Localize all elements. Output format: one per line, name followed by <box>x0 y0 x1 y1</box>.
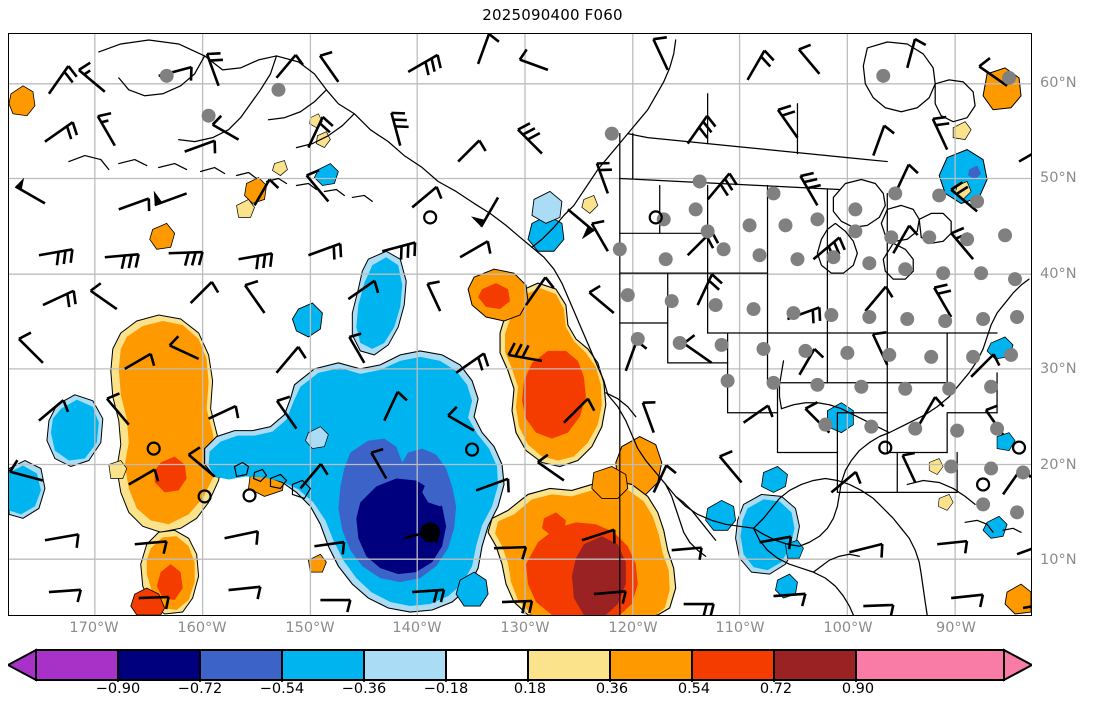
map-canvas <box>9 34 1031 615</box>
colorbar-tick-label: 0.36 <box>595 681 629 697</box>
colorbar-ticks <box>117 680 857 682</box>
lon-tick-label: 140°W <box>392 620 442 636</box>
station-marker-layer <box>159 68 1031 520</box>
lon-tick-label: 130°W <box>500 620 550 636</box>
lat-tick-label: 40°N <box>1040 266 1077 282</box>
lat-tick-label: 20°N <box>1040 457 1077 473</box>
page-title: 2025090400 F060 <box>482 6 623 24</box>
contour-central-pacific-negative <box>204 350 505 613</box>
colorbar-tick-label: 0.72 <box>759 681 793 697</box>
wind-barb-layer <box>9 34 1031 615</box>
contour-fill-layer <box>9 67 1031 615</box>
colorbar-tick-label: 0.18 <box>513 681 547 697</box>
contour-west-coast-positive <box>467 268 663 495</box>
lat-tick-label: 60°N <box>1040 75 1077 91</box>
colorbar-tick-label: −0.72 <box>177 681 223 697</box>
colorbar-segments <box>8 648 1032 682</box>
lon-tick-label: 160°W <box>177 620 227 636</box>
lat-tick-label: 50°N <box>1040 170 1077 186</box>
gridlines <box>9 34 1031 615</box>
lon-tick-label: 100°W <box>823 620 873 636</box>
colorbar-tick-label: 0.54 <box>677 681 711 697</box>
colorbar-canvas <box>8 648 1032 682</box>
contour-northeast-pacific-negative <box>291 214 565 356</box>
colorbar-tick-label: 0.90 <box>841 681 875 697</box>
lon-tick-label: 170°W <box>69 620 119 636</box>
lon-tick-label: 110°W <box>715 620 765 636</box>
colorbar-tick-label: −0.36 <box>341 681 387 697</box>
calm-marker-layer <box>146 210 1027 504</box>
colorbar-tick-label: −0.54 <box>259 681 305 697</box>
lon-tick-label: 150°W <box>285 620 335 636</box>
colorbar <box>8 648 1032 682</box>
colorbar-tick-label: −0.18 <box>423 681 469 697</box>
hawaii-islands <box>233 461 312 500</box>
lat-tick-label: 30°N <box>1040 361 1077 377</box>
lon-tick-label: 120°W <box>608 620 658 636</box>
map-plot-area <box>8 33 1032 616</box>
colorbar-tick-label: −0.90 <box>95 681 141 697</box>
lon-tick-label: 90°W <box>935 620 977 636</box>
lat-tick-label: 10°N <box>1040 552 1077 568</box>
